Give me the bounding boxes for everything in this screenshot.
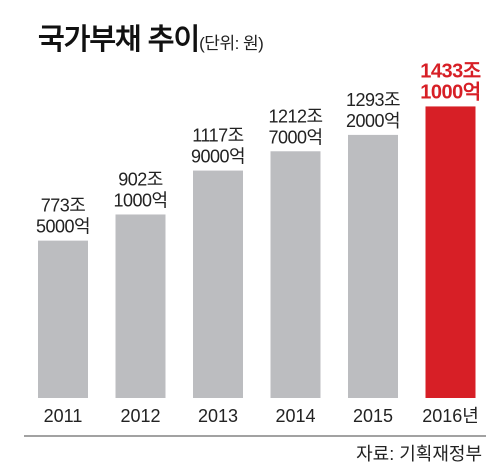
data-label-2016년-1: 1000억: [420, 80, 480, 103]
x-tick-group: 2011 2012 2013 2014 2015 2016년: [44, 406, 479, 426]
chart-unit-subtitle: (단위: 원): [199, 34, 264, 53]
data-label-2015-0: 1293조: [346, 90, 400, 110]
x-tick-label-2016년: 2016년: [422, 406, 479, 426]
bar-group: [38, 106, 476, 398]
bar-2013: [193, 170, 243, 398]
source-note: 자료: 기획재정부: [356, 444, 482, 464]
data-label-2013-1: 9000억: [191, 147, 245, 167]
data-label-group: 773조5000억902조1000억1117조9000억1212조7000억12…: [36, 60, 481, 236]
bar-2014: [270, 151, 321, 398]
x-tick-label-2013: 2013: [198, 406, 238, 426]
bar-2012: [115, 214, 166, 398]
x-tick-label-2011: 2011: [44, 406, 83, 426]
chart-title-row: 국가부채 추이(단위: 원): [38, 16, 264, 58]
bar-2011: [38, 240, 88, 398]
x-tick-label-2015: 2015: [353, 406, 393, 426]
bar-2016년: [425, 106, 476, 398]
data-label-2015-1: 2000억: [346, 111, 400, 131]
bar-2015: [348, 134, 398, 398]
x-tick-label-2014: 2014: [275, 406, 315, 426]
data-label-2012-1: 1000억: [113, 190, 167, 210]
x-tick-label-2012: 2012: [120, 406, 160, 426]
chart-title: 국가부채 추이: [38, 24, 200, 56]
data-label-2014-0: 1212조: [268, 106, 322, 126]
data-label-2014-1: 7000억: [268, 127, 322, 147]
data-label-2012-0: 902조: [118, 169, 163, 189]
data-label-2013-0: 1117조: [192, 126, 243, 146]
data-label-2011-0: 773조: [41, 196, 86, 216]
data-label-2016년-0: 1433조: [420, 60, 480, 82]
data-label-2011-1: 5000억: [36, 217, 90, 237]
